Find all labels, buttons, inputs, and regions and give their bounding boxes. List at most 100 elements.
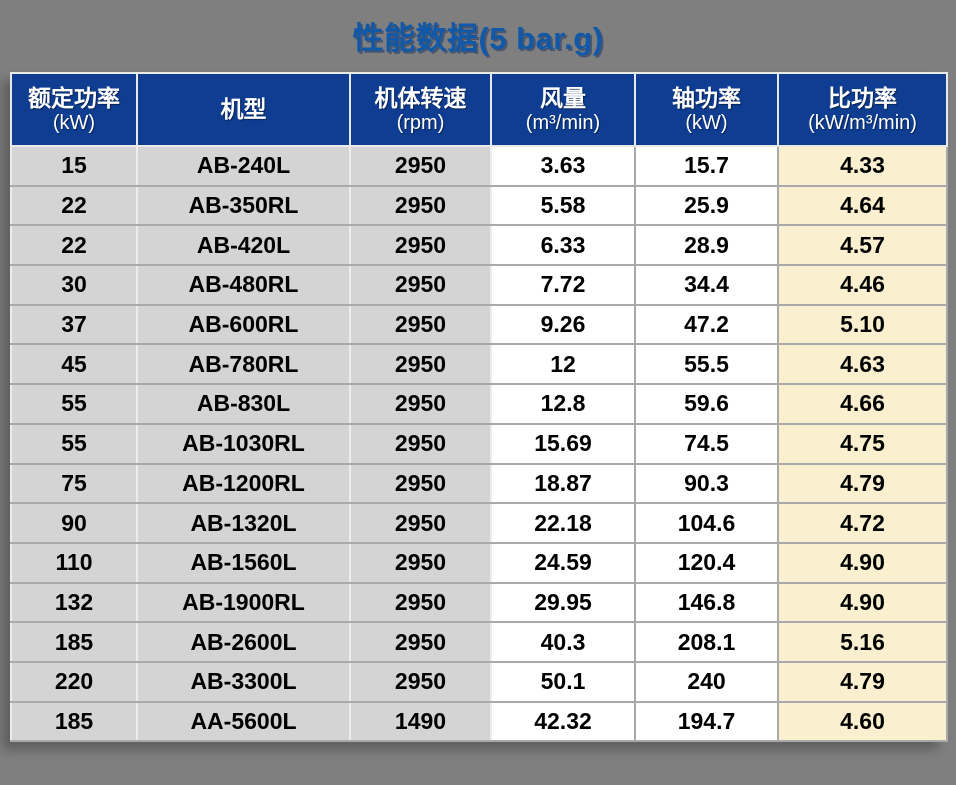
table-cell: AB-350RL (136, 184, 351, 227)
page-title: 性能数据(5 bar.g) (352, 21, 604, 56)
table-cell: 4.66 (777, 383, 948, 425)
table-cell: 15.7 (634, 145, 779, 187)
table-cell: 30 (10, 264, 138, 306)
column-header-0: 额定功率 (kW) (10, 72, 138, 147)
table-cell: AA-5600L (136, 700, 351, 743)
table-cell: 2950 (349, 343, 492, 386)
table-cell: 7.72 (490, 264, 636, 306)
table-cell: 5.10 (777, 303, 948, 346)
table-cell: 1490 (349, 700, 492, 743)
column-header-unit: (kW) (52, 112, 96, 135)
table-cell: 3.63 (490, 145, 636, 187)
table-row: 15 AB-240L 2950 3.63 15.7 4.33 (10, 145, 948, 187)
column-header-1: 机型 (136, 72, 351, 147)
table-cell: 59.6 (634, 383, 779, 425)
column-header-label: 风量 (540, 84, 586, 111)
table-cell: 2950 (349, 383, 492, 425)
table-cell: 28.9 (634, 224, 779, 267)
table-cell: 240 (634, 660, 779, 703)
table-cell: AB-480RL (136, 264, 351, 306)
table-cell: 37 (10, 303, 138, 346)
table-row: 45 AB-780RL 2950 12 55.5 4.63 (10, 343, 948, 386)
table-cell: 4.63 (777, 343, 948, 386)
table-cell: 2950 (349, 581, 492, 624)
column-header-unit: (kW) (685, 112, 728, 135)
column-header-unit: (m³/min) (525, 112, 601, 135)
table-cell: 132 (10, 581, 138, 624)
table-cell: 6.33 (490, 224, 636, 267)
table-cell: 4.64 (777, 184, 948, 227)
table-cell: 120.4 (634, 541, 779, 584)
table-cell: 45 (10, 343, 138, 386)
table-cell: AB-780RL (136, 343, 351, 386)
table-cell: 75 (10, 462, 138, 505)
table-row: 185 AB-2600L 2950 40.3 208.1 5.16 (10, 621, 948, 663)
table-cell: 25.9 (634, 184, 779, 227)
table-cell: 5.58 (490, 184, 636, 227)
table-cell: 2950 (349, 422, 492, 465)
table-cell: AB-1030RL (136, 422, 351, 465)
table-cell: 220 (10, 660, 138, 703)
table-cell: AB-1200RL (136, 462, 351, 505)
column-header-5: 比功率 (kW/m³/min) (777, 72, 948, 147)
table-cell: 90.3 (634, 462, 779, 505)
table-cell: 104.6 (634, 502, 779, 544)
table-cell: 15 (10, 145, 138, 187)
table-cell: 12.8 (490, 383, 636, 425)
table-cell: 4.90 (777, 541, 948, 584)
table-cell: 4.90 (777, 581, 948, 624)
table-row: 75 AB-1200RL 2950 18.87 90.3 4.79 (10, 462, 948, 505)
table-cell: 4.57 (777, 224, 948, 267)
table-cell: AB-420L (136, 224, 351, 267)
table-cell: 74.5 (634, 422, 779, 465)
table-cell: 55.5 (634, 343, 779, 386)
table-cell: 22.18 (490, 502, 636, 544)
table-cell: 42.32 (490, 700, 636, 743)
table-cell: 185 (10, 700, 138, 743)
table-cell: 194.7 (634, 700, 779, 743)
table-row: 132 AB-1900RL 2950 29.95 146.8 4.90 (10, 581, 948, 624)
performance-table: 额定功率 (kW) 机型 机体转速 (rpm) 风量 (m³/min) 轴功率 (kW) 比功率(… (10, 72, 948, 743)
column-header-label: 机体转速 (374, 84, 467, 111)
table-cell: 4.46 (777, 264, 948, 306)
table-cell: 4.60 (777, 700, 948, 743)
table-cell: 2950 (349, 541, 492, 584)
table-header: 额定功率 (kW) 机型 机体转速 (rpm) 风量 (m³/min) 轴功率 (kW) 比功率(… (10, 72, 948, 147)
performance-table-container: 额定功率 (kW) 机型 机体转速 (rpm) 风量 (m³/min) 轴功率 (kW) 比功率(… (10, 72, 948, 743)
table-cell: 4.72 (777, 502, 948, 544)
table-cell: 2950 (349, 303, 492, 346)
table-cell: 185 (10, 621, 138, 663)
table-cell: 2950 (349, 660, 492, 703)
table-row: 110 AB-1560L 2950 24.59 120.4 4.90 (10, 541, 948, 584)
column-header-unit: (rpm) (396, 112, 445, 135)
table-cell: 9.26 (490, 303, 636, 346)
table-cell: 90 (10, 502, 138, 544)
table-row: 90 AB-1320L 2950 22.18 104.6 4.72 (10, 502, 948, 544)
table-cell: 34.4 (634, 264, 779, 306)
table-row: 55 AB-1030RL 2950 15.69 74.5 4.75 (10, 422, 948, 465)
table-cell: 2950 (349, 184, 492, 227)
table-cell: 22 (10, 224, 138, 267)
table-body: 15 AB-240L 2950 3.63 15.7 4.33 22 AB-350RL 2950 5… (10, 145, 948, 743)
column-header-label: 比功率 (828, 84, 897, 111)
table-cell: 24.59 (490, 541, 636, 584)
table-cell: 55 (10, 383, 138, 425)
table-cell: 4.33 (777, 145, 948, 187)
table-cell: 146.8 (634, 581, 779, 624)
table-cell: 55 (10, 422, 138, 465)
table-cell: 2950 (349, 224, 492, 267)
table-cell: 4.79 (777, 660, 948, 703)
table-cell: AB-1560L (136, 541, 351, 584)
column-header-label: 机型 (220, 96, 267, 123)
table-cell: 2950 (349, 145, 492, 187)
table-cell: 2950 (349, 621, 492, 663)
table-cell: 208.1 (634, 621, 779, 663)
table-cell: 15.69 (490, 422, 636, 465)
table-cell: 40.3 (490, 621, 636, 663)
table-row: 22 AB-350RL 2950 5.58 25.9 4.64 (10, 184, 948, 227)
table-cell: 110 (10, 541, 138, 584)
header-row: 额定功率 (kW) 机型 机体转速 (rpm) 风量 (m³/min) 轴功率 (kW) 比功率(… (10, 72, 948, 147)
table-cell: AB-3300L (136, 660, 351, 703)
table-cell: AB-1900RL (136, 581, 351, 624)
table-row: 55 AB-830L 2950 12.8 59.6 4.66 (10, 383, 948, 425)
